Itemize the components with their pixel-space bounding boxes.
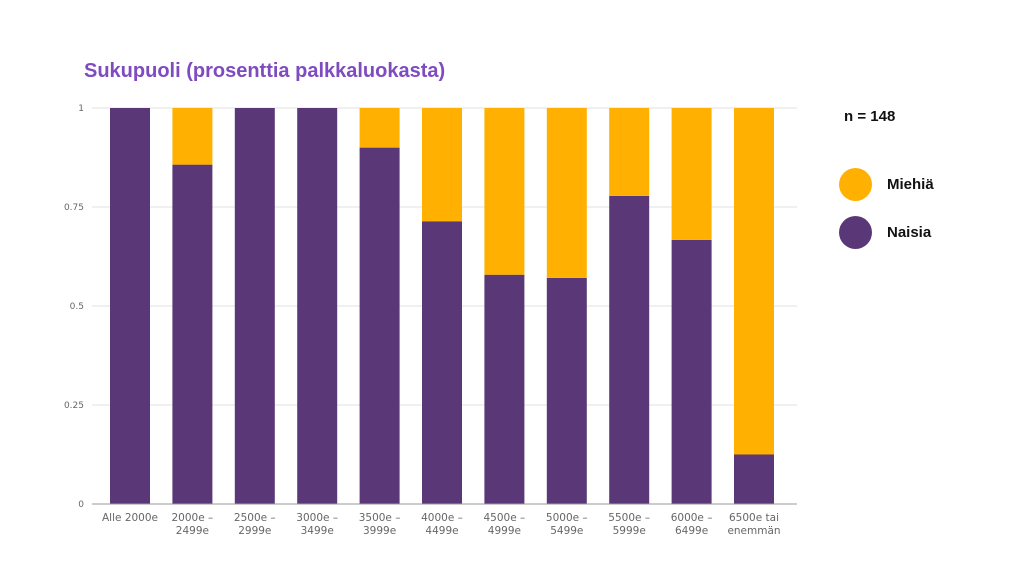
bar-segment-miehia [484,108,525,275]
bar-segment-naisia [172,164,213,505]
x-category-label: 5000e – [546,512,588,524]
bar-segment-naisia [359,147,400,504]
y-tick-label: 0 [78,500,84,510]
y-axis-ticks: 0 0.25 0.5 0.75 1 [64,104,84,510]
bar-segment-naisia [110,108,150,504]
y-tick-label: 1 [78,104,84,114]
x-category-label: 6500e tai [729,512,779,524]
legend-label-miehia: Miehiä [887,176,934,193]
x-category-label: 5499e [550,525,583,537]
bars [110,108,774,505]
x-category-label: enemmän [727,525,780,537]
x-category-label: 3000e – [296,512,338,524]
bar-segment-miehia [546,108,587,278]
legend: Miehiä Naisia [839,168,934,264]
x-category-label: 3500e – [359,512,401,524]
x-category-label: 6000e – [671,512,713,524]
y-tick-label: 0.5 [70,302,84,312]
bar-segment-naisia [234,108,275,504]
sample-size-note: n = 148 [844,108,896,125]
legend-item-miehia: Miehiä [839,168,934,201]
x-category-label: 4999e [488,525,521,537]
x-category-label: Alle 2000e [102,512,158,524]
bar-segment-naisia [422,221,462,505]
bar-segment-miehia [609,108,650,196]
x-category-label: 6499e [675,525,708,537]
x-category-label: 5999e [613,525,646,537]
x-category-label: 2999e [238,525,271,537]
legend-label-naisia: Naisia [887,224,932,241]
x-category-label: 3499e [301,525,334,537]
x-category-label: 4500e – [484,512,526,524]
bar-segment-miehia [172,108,213,165]
bar-segment-naisia [734,454,774,504]
x-axis-labels: Alle 2000e 2000e –2499e 2500e –2999e 3000e … [102,512,781,537]
legend-swatch-miehia [839,168,872,201]
bar-segment-naisia [297,108,338,504]
legend-swatch-naisia [839,216,872,249]
bar-segment-miehia [671,108,712,240]
x-category-label: 4000e – [421,512,463,524]
legend-item-naisia: Naisia [839,216,934,249]
chart-title: Sukupuoli (prosenttia palkkaluokasta) [84,60,446,82]
bar-segment-naisia [671,239,712,505]
bar-segment-miehia [422,108,462,222]
x-category-label: 2499e [176,525,209,537]
y-tick-label: 0.75 [64,203,84,213]
bar-segment-miehia [734,108,774,455]
x-category-label: 2000e – [172,512,214,524]
x-category-label: 5500e – [608,512,650,524]
bar-segment-naisia [609,195,650,505]
bar-segment-naisia [546,277,587,504]
x-category-label: 2500e – [234,512,276,524]
y-tick-label: 0.25 [64,401,84,411]
x-category-label: 4499e [425,525,458,537]
bar-segment-miehia [359,108,400,148]
bar-segment-naisia [484,274,525,504]
x-category-label: 3999e [363,525,396,537]
